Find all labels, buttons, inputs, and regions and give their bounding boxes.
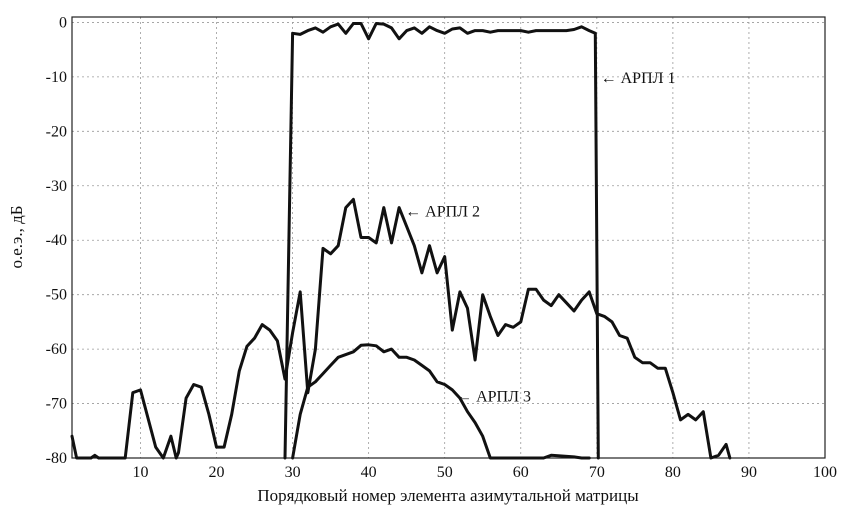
series-line-1	[283, 22, 600, 460]
x-tick-label: 100	[813, 464, 837, 481]
y-tick-label: -80	[46, 450, 67, 467]
y-axis-label: о.е.э., дБ	[7, 205, 26, 268]
y-tick-label: -60	[46, 341, 67, 358]
x-tick-label: 50	[437, 464, 453, 481]
x-tick-label: 90	[741, 464, 757, 481]
x-tick-labels: 10 20 30 40 50 60 70 80 90 100	[132, 464, 837, 481]
y-tick-label: 0	[59, 14, 67, 31]
y-tick-label: -70	[46, 396, 67, 413]
series-annotation-2: ← АРПЛ 2	[405, 203, 480, 220]
grid-lines	[72, 17, 825, 458]
x-tick-label: 40	[361, 464, 377, 481]
x-axis-label: Порядковый номер элемента азимутальной м…	[257, 486, 639, 505]
x-tick-label: 30	[285, 464, 301, 481]
y-tick-label: -20	[46, 123, 67, 140]
series-annotations: ← АРПЛ 1 ← АРПЛ 2 ← АРПЛ 3	[405, 70, 675, 406]
x-tick-label: 10	[132, 464, 148, 481]
y-tick-label: -30	[46, 178, 67, 195]
x-tick-label: 80	[665, 464, 681, 481]
x-tick-label: 60	[513, 464, 529, 481]
series-annotation-3: ← АРПЛ 3	[456, 388, 531, 405]
y-tick-label: -50	[46, 287, 67, 304]
y-tick-label: -40	[46, 232, 67, 249]
x-tick-label: 20	[209, 464, 225, 481]
x-tick-label: 70	[589, 464, 605, 481]
y-tick-labels: 0 -10 -20 -30 -40 -50 -60 -70 -80	[46, 14, 67, 467]
series-line-2	[70, 197, 732, 460]
series-annotation-1: ← АРПЛ 1	[601, 70, 676, 87]
y-tick-label: -10	[46, 69, 67, 86]
series-line-3	[291, 343, 591, 460]
plot-area-frame	[71, 16, 826, 459]
series-layer	[70, 22, 732, 460]
